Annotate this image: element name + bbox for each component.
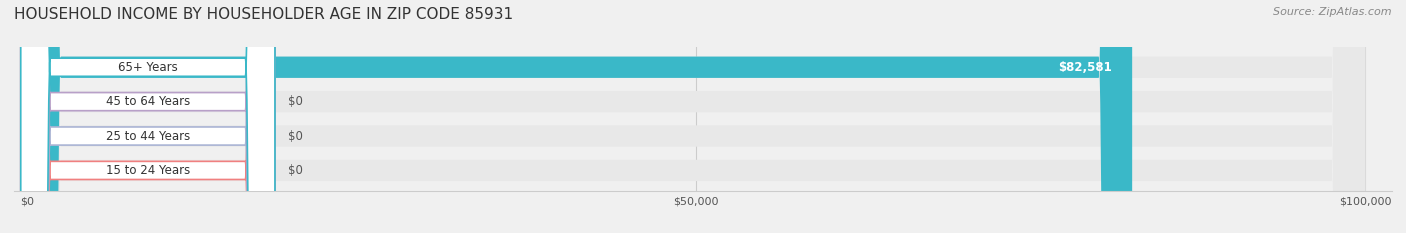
Text: $82,581: $82,581 [1059, 61, 1112, 74]
Text: 65+ Years: 65+ Years [118, 61, 177, 74]
Text: 45 to 64 Years: 45 to 64 Years [105, 95, 190, 108]
Text: $0: $0 [288, 164, 304, 177]
FancyBboxPatch shape [28, 0, 1365, 233]
Text: $0: $0 [288, 130, 304, 143]
FancyBboxPatch shape [28, 0, 1365, 233]
FancyBboxPatch shape [21, 0, 276, 233]
FancyBboxPatch shape [28, 0, 1365, 233]
FancyBboxPatch shape [28, 0, 1365, 233]
Text: HOUSEHOLD INCOME BY HOUSEHOLDER AGE IN ZIP CODE 85931: HOUSEHOLD INCOME BY HOUSEHOLDER AGE IN Z… [14, 7, 513, 22]
Text: $0: $0 [288, 95, 304, 108]
Text: 25 to 44 Years: 25 to 44 Years [105, 130, 190, 143]
FancyBboxPatch shape [21, 0, 276, 233]
FancyBboxPatch shape [21, 0, 276, 233]
FancyBboxPatch shape [28, 0, 1132, 233]
FancyBboxPatch shape [21, 0, 276, 233]
Text: 15 to 24 Years: 15 to 24 Years [105, 164, 190, 177]
Text: Source: ZipAtlas.com: Source: ZipAtlas.com [1274, 7, 1392, 17]
